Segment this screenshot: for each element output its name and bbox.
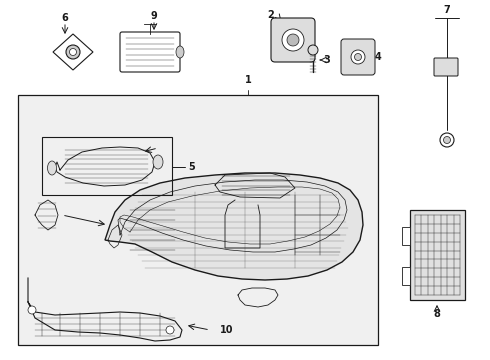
Ellipse shape <box>166 326 174 334</box>
Ellipse shape <box>351 50 365 64</box>
Ellipse shape <box>443 136 450 144</box>
Ellipse shape <box>66 45 80 59</box>
FancyBboxPatch shape <box>434 58 458 76</box>
Polygon shape <box>105 173 363 280</box>
Bar <box>18 95 378 345</box>
Ellipse shape <box>70 49 76 55</box>
FancyBboxPatch shape <box>120 32 180 72</box>
Ellipse shape <box>48 161 56 175</box>
Text: 8: 8 <box>434 309 441 319</box>
Bar <box>402 267 410 285</box>
Text: 10: 10 <box>220 325 234 335</box>
FancyBboxPatch shape <box>271 18 315 62</box>
Ellipse shape <box>153 155 163 169</box>
Text: 5: 5 <box>189 162 196 172</box>
Ellipse shape <box>354 54 362 60</box>
Ellipse shape <box>440 133 454 147</box>
FancyBboxPatch shape <box>341 39 375 75</box>
Polygon shape <box>53 34 93 70</box>
Ellipse shape <box>282 29 304 51</box>
Text: 7: 7 <box>443 5 450 15</box>
Ellipse shape <box>287 34 299 46</box>
Ellipse shape <box>176 46 184 58</box>
Text: 1: 1 <box>245 75 251 85</box>
Text: 4: 4 <box>375 52 381 62</box>
Ellipse shape <box>308 45 318 55</box>
Bar <box>402 227 410 245</box>
Bar <box>42 137 172 195</box>
Ellipse shape <box>28 306 36 314</box>
Text: 2: 2 <box>268 10 274 20</box>
Text: 6: 6 <box>62 13 69 23</box>
Text: 9: 9 <box>150 11 157 21</box>
Text: 3: 3 <box>323 55 330 65</box>
Bar <box>410 210 465 300</box>
